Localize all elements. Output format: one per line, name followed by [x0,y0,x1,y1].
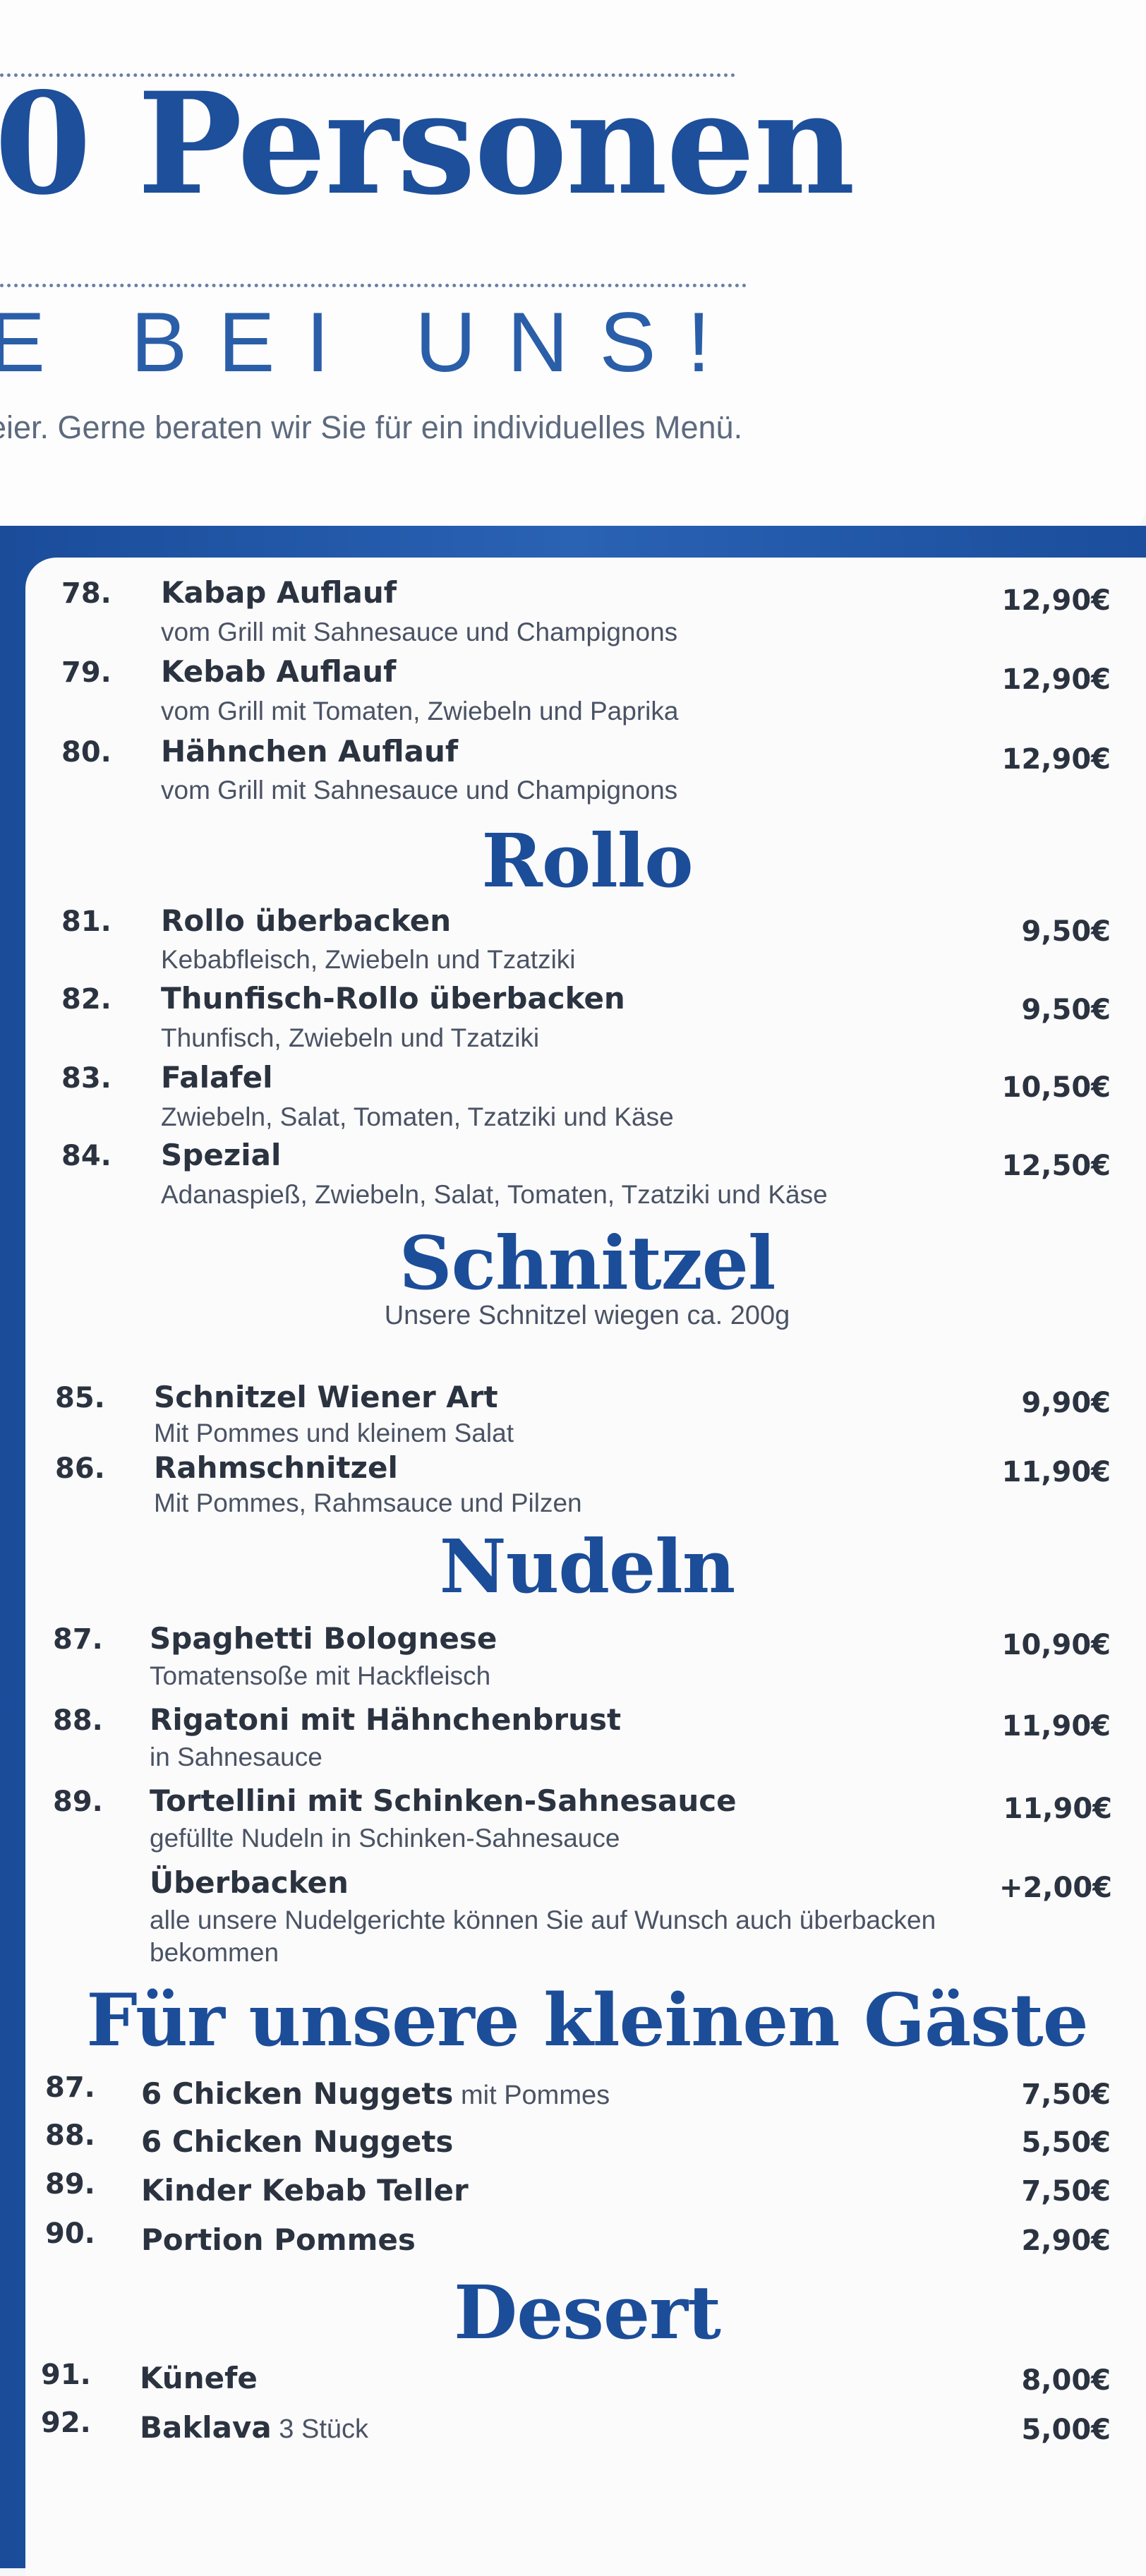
item-price: 9,50€ [1021,994,1111,1026]
item-description: Tomatensoße mit Hackfleisch [150,1661,491,1690]
item-number: 80. [61,736,111,769]
section-title-rollo: Rollo [481,817,693,904]
item-description: bekommen [150,1938,279,1967]
item-number: 88. [45,2119,95,2152]
dotted-divider-bottom [0,284,747,287]
item-name: Spezial [161,1138,282,1172]
item-description: Kebabfleisch, Zwiebeln und Tzatziki [161,945,576,974]
item-description: vom Grill mit Sahnesauce und Champignons [161,776,678,805]
item-price: 2,90€ [1021,2225,1111,2257]
item-number: 79. [61,656,111,689]
item-name: Hähnchen Auflauf [161,734,459,769]
item-number: 89. [45,2168,95,2201]
item-description: vom Grill mit Tomaten, Zwiebeln und Papr… [161,697,679,726]
item-name: 6 Chicken Nuggets mit Pommes [141,2076,610,2111]
intro-text: eier. Gerne beraten wir Sie für ein indi… [0,409,743,445]
item-price: 8,00€ [1021,2364,1111,2397]
menu-card [25,558,1146,2576]
item-number: 86. [55,1452,105,1485]
item-price: 9,90€ [1021,1387,1111,1419]
item-name: Thunfisch-Rollo überbacken [161,981,625,1016]
item-number: 81. [61,905,111,938]
item-number: 78. [61,577,111,610]
item-price: 10,50€ [1001,1071,1111,1104]
item-description: vom Grill mit Sahnesauce und Champignons [161,618,678,646]
item-number: 84. [61,1140,111,1172]
item-name: Rollo überbacken [161,903,452,938]
item-price: +2,00€ [999,1872,1112,1904]
item-number: 87. [53,1623,103,1656]
item-number: 82. [61,983,111,1016]
item-number: 91. [41,2359,91,2391]
item-suffix: 3 Stück [271,2414,369,2444]
headline: 0 Personen [0,61,855,226]
item-price: 12,90€ [1001,743,1111,776]
item-number: 90. [45,2217,95,2250]
item-name: Kabap Auflauf [161,575,397,610]
section-title-schnitzel: Schnitzel [399,1220,776,1306]
item-description: Thunfisch, Zwiebeln und Tzatziki [161,1023,540,1052]
item-description: in Sahnesauce [150,1743,322,1771]
item-name: 6 Chicken Nuggets [141,2124,454,2159]
item-description: Mit Pommes, Rahmsauce und Pilzen [154,1488,582,1517]
item-number: 85. [55,1382,105,1414]
item-number: 89. [53,1786,103,1818]
section-title-kids: Für unsere kleinen Gäste [86,1978,1088,2063]
item-name: Baklava 3 Stück [140,2410,369,2445]
item-price: 10,90€ [1001,1629,1111,1661]
item-name: Portion Pommes [141,2222,416,2257]
item-price: 7,50€ [1021,2078,1111,2111]
item-name: Tortellini mit Schinken-Sahnesauce [150,1783,737,1818]
item-price: 9,50€ [1021,915,1111,948]
item-name: Rigatoni mit Hähnchenbrust [150,1702,622,1737]
section-title-desert: Desert [454,2269,721,2356]
section-subtitle-schnitzel: Unsere Schnitzel wiegen ca. 200g [384,1301,790,1330]
item-name: Rahmschnitzel [154,1450,398,1485]
item-name: Schnitzel Wiener Art [154,1380,498,1414]
item-price: 12,50€ [1001,1150,1111,1182]
item-description: alle unsere Nudelgerichte können Sie auf… [150,1906,936,1934]
item-price: 11,90€ [1003,1793,1112,1825]
item-price: 12,90€ [1001,663,1111,696]
item-price: 7,50€ [1021,2175,1111,2208]
subheadline: E BEI UNS! [0,295,742,390]
item-price: 11,90€ [1001,1710,1111,1743]
item-price: 12,90€ [1001,584,1111,617]
item-number: 92. [41,2407,91,2439]
dotted-divider-top [0,73,735,77]
item-name: Kebab Auflauf [161,654,397,689]
item-number: 88. [53,1704,103,1737]
item-name: Kinder Kebab Teller [141,2173,469,2208]
item-price: 5,00€ [1021,2414,1111,2446]
item-name: Falafel [161,1060,273,1095]
header-card [0,0,1146,536]
section-title-nudeln: Nudeln [439,1523,736,1610]
item-suffix: mit Pommes [453,2081,610,2110]
item-description: gefüllte Nudeln in Schinken-Sahnesauce [150,1824,620,1853]
item-number: 87. [45,2071,95,2104]
item-name: Künefe [140,2361,258,2395]
item-price: 11,90€ [1001,1456,1111,1488]
item-number: 83. [61,1062,111,1095]
item-price: 5,50€ [1021,2126,1111,2159]
item-description: Adanaspieß, Zwiebeln, Salat, Tomaten, Tz… [161,1180,828,1209]
item-description: Zwiebeln, Salat, Tomaten, Tzatziki und K… [161,1102,674,1131]
item-name: Spaghetti Bolognese [150,1621,497,1656]
item-description: Mit Pommes und kleinem Salat [154,1419,514,1448]
item-name: Überbacken [150,1865,349,1900]
